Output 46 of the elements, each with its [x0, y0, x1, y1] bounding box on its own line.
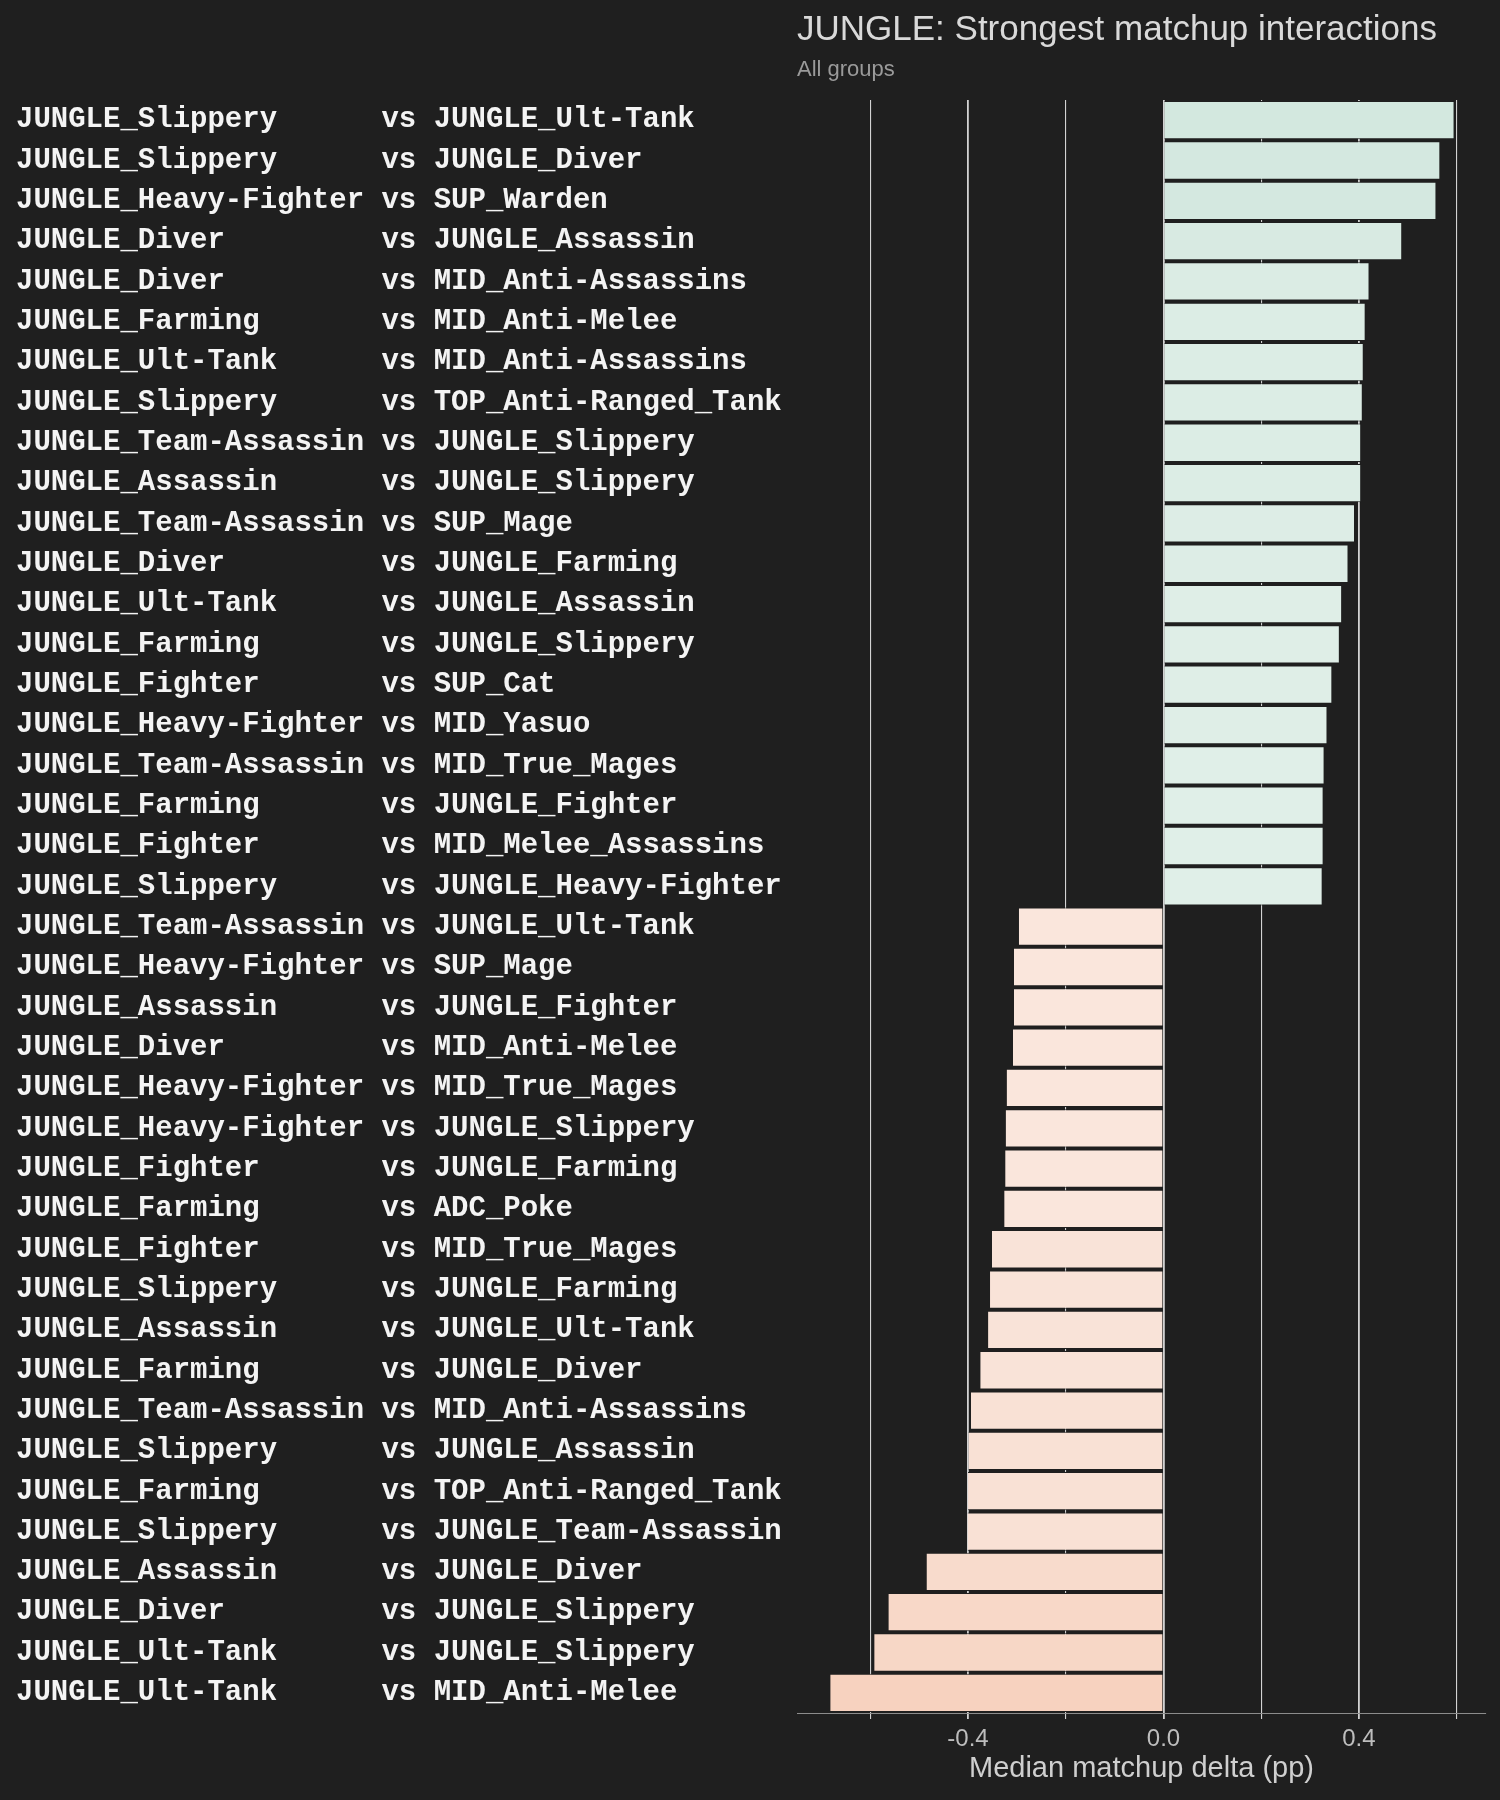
- y-tick-label: JUNGLE_Assassin vs JUNGLE_Ult-Tank: [16, 1313, 695, 1347]
- x-axis-title: Median matchup delta (pp): [969, 1750, 1314, 1783]
- y-tick-label: JUNGLE_Ult-Tank vs MID_Anti-Melee: [16, 1676, 678, 1710]
- y-tick-label: JUNGLE_Heavy-Fighter vs MID_True_Mages: [16, 1071, 678, 1105]
- y-tick-label: JUNGLE_Slippery vs JUNGLE_Diver: [16, 143, 643, 177]
- y-tick-label: JUNGLE_Team-Assassin vs MID_Anti-Assassins: [16, 1393, 747, 1427]
- y-tick-label: JUNGLE_Heavy-Fighter vs SUP_Warden: [16, 184, 608, 218]
- y-tick-label: JUNGLE_Ult-Tank vs JUNGLE_Slippery: [16, 1635, 695, 1669]
- y-tick-label: JUNGLE_Assassin vs JUNGLE_Diver: [16, 1555, 643, 1589]
- chart-title: JUNGLE: Strongest matchup interactions: [797, 7, 1438, 47]
- y-tick-label: JUNGLE_Farming vs ADC_Poke: [16, 1192, 573, 1226]
- y-tick-label: JUNGLE_Heavy-Fighter vs MID_Yasuo: [16, 708, 591, 742]
- x-tick-label: -0.4: [947, 1724, 989, 1752]
- y-tick-label: JUNGLE_Farming vs JUNGLE_Fighter: [16, 788, 678, 822]
- y-tick-label: JUNGLE_Slippery vs JUNGLE_Ult-Tank: [16, 103, 695, 137]
- y-tick-label: JUNGLE_Slippery vs JUNGLE_Assassin: [16, 1434, 695, 1468]
- y-tick-label: JUNGLE_Heavy-Fighter vs JUNGLE_Slippery: [16, 1111, 695, 1145]
- y-tick-label: JUNGLE_Fighter vs MID_True_Mages: [16, 1232, 678, 1266]
- y-tick-label: JUNGLE_Farming vs JUNGLE_Diver: [16, 1353, 643, 1387]
- y-tick-label: JUNGLE_Assassin vs JUNGLE_Slippery: [16, 466, 695, 500]
- x-tick-label: 0.0: [1146, 1724, 1181, 1752]
- y-tick-label: JUNGLE_Ult-Tank vs MID_Anti-Assassins: [16, 345, 747, 379]
- y-tick-label: JUNGLE_Assassin vs JUNGLE_Fighter: [16, 990, 678, 1024]
- y-tick-label: JUNGLE_Diver vs JUNGLE_Assassin: [16, 224, 695, 258]
- y-tick-label: JUNGLE_Heavy-Fighter vs SUP_Mage: [16, 950, 573, 984]
- y-tick-label: JUNGLE_Diver vs MID_Anti-Assassins: [16, 264, 747, 298]
- y-tick-label: JUNGLE_Team-Assassin vs JUNGLE_Slippery: [16, 426, 695, 460]
- y-tick-label: JUNGLE_Diver vs MID_Anti-Melee: [16, 1030, 678, 1064]
- chart-subtitle: All groups: [797, 56, 895, 82]
- y-tick-label: JUNGLE_Slippery vs JUNGLE_Team-Assassin: [16, 1514, 782, 1548]
- y-tick-label: JUNGLE_Fighter vs JUNGLE_Farming: [16, 1151, 678, 1185]
- y-tick-label: JUNGLE_Slippery vs JUNGLE_Heavy-Fighter: [16, 869, 782, 903]
- y-tick-label: JUNGLE_Fighter vs SUP_Cat: [16, 668, 556, 702]
- x-tick-label: 0.4: [1342, 1724, 1376, 1752]
- y-tick-label: JUNGLE_Team-Assassin vs JUNGLE_Ult-Tank: [16, 909, 695, 943]
- y-tick-label: JUNGLE_Diver vs JUNGLE_Farming: [16, 547, 678, 581]
- y-tick-label: JUNGLE_Slippery vs JUNGLE_Farming: [16, 1272, 678, 1306]
- y-tick-label: JUNGLE_Ult-Tank vs JUNGLE_Assassin: [16, 587, 695, 621]
- y-tick-label: JUNGLE_Fighter vs MID_Melee_Assassins: [16, 829, 765, 863]
- y-tick-label: JUNGLE_Slippery vs TOP_Anti-Ranged_Tank: [16, 385, 782, 419]
- y-tick-label: JUNGLE_Diver vs JUNGLE_Slippery: [16, 1595, 695, 1629]
- y-tick-label: JUNGLE_Farming vs MID_Anti-Melee: [16, 305, 678, 339]
- y-tick-label: JUNGLE_Farming vs JUNGLE_Slippery: [16, 627, 695, 661]
- y-tick-label: JUNGLE_Farming vs TOP_Anti-Ranged_Tank: [16, 1474, 782, 1508]
- y-tick-label: JUNGLE_Team-Assassin vs SUP_Mage: [16, 506, 573, 540]
- y-tick-label: JUNGLE_Team-Assassin vs MID_True_Mages: [16, 748, 678, 782]
